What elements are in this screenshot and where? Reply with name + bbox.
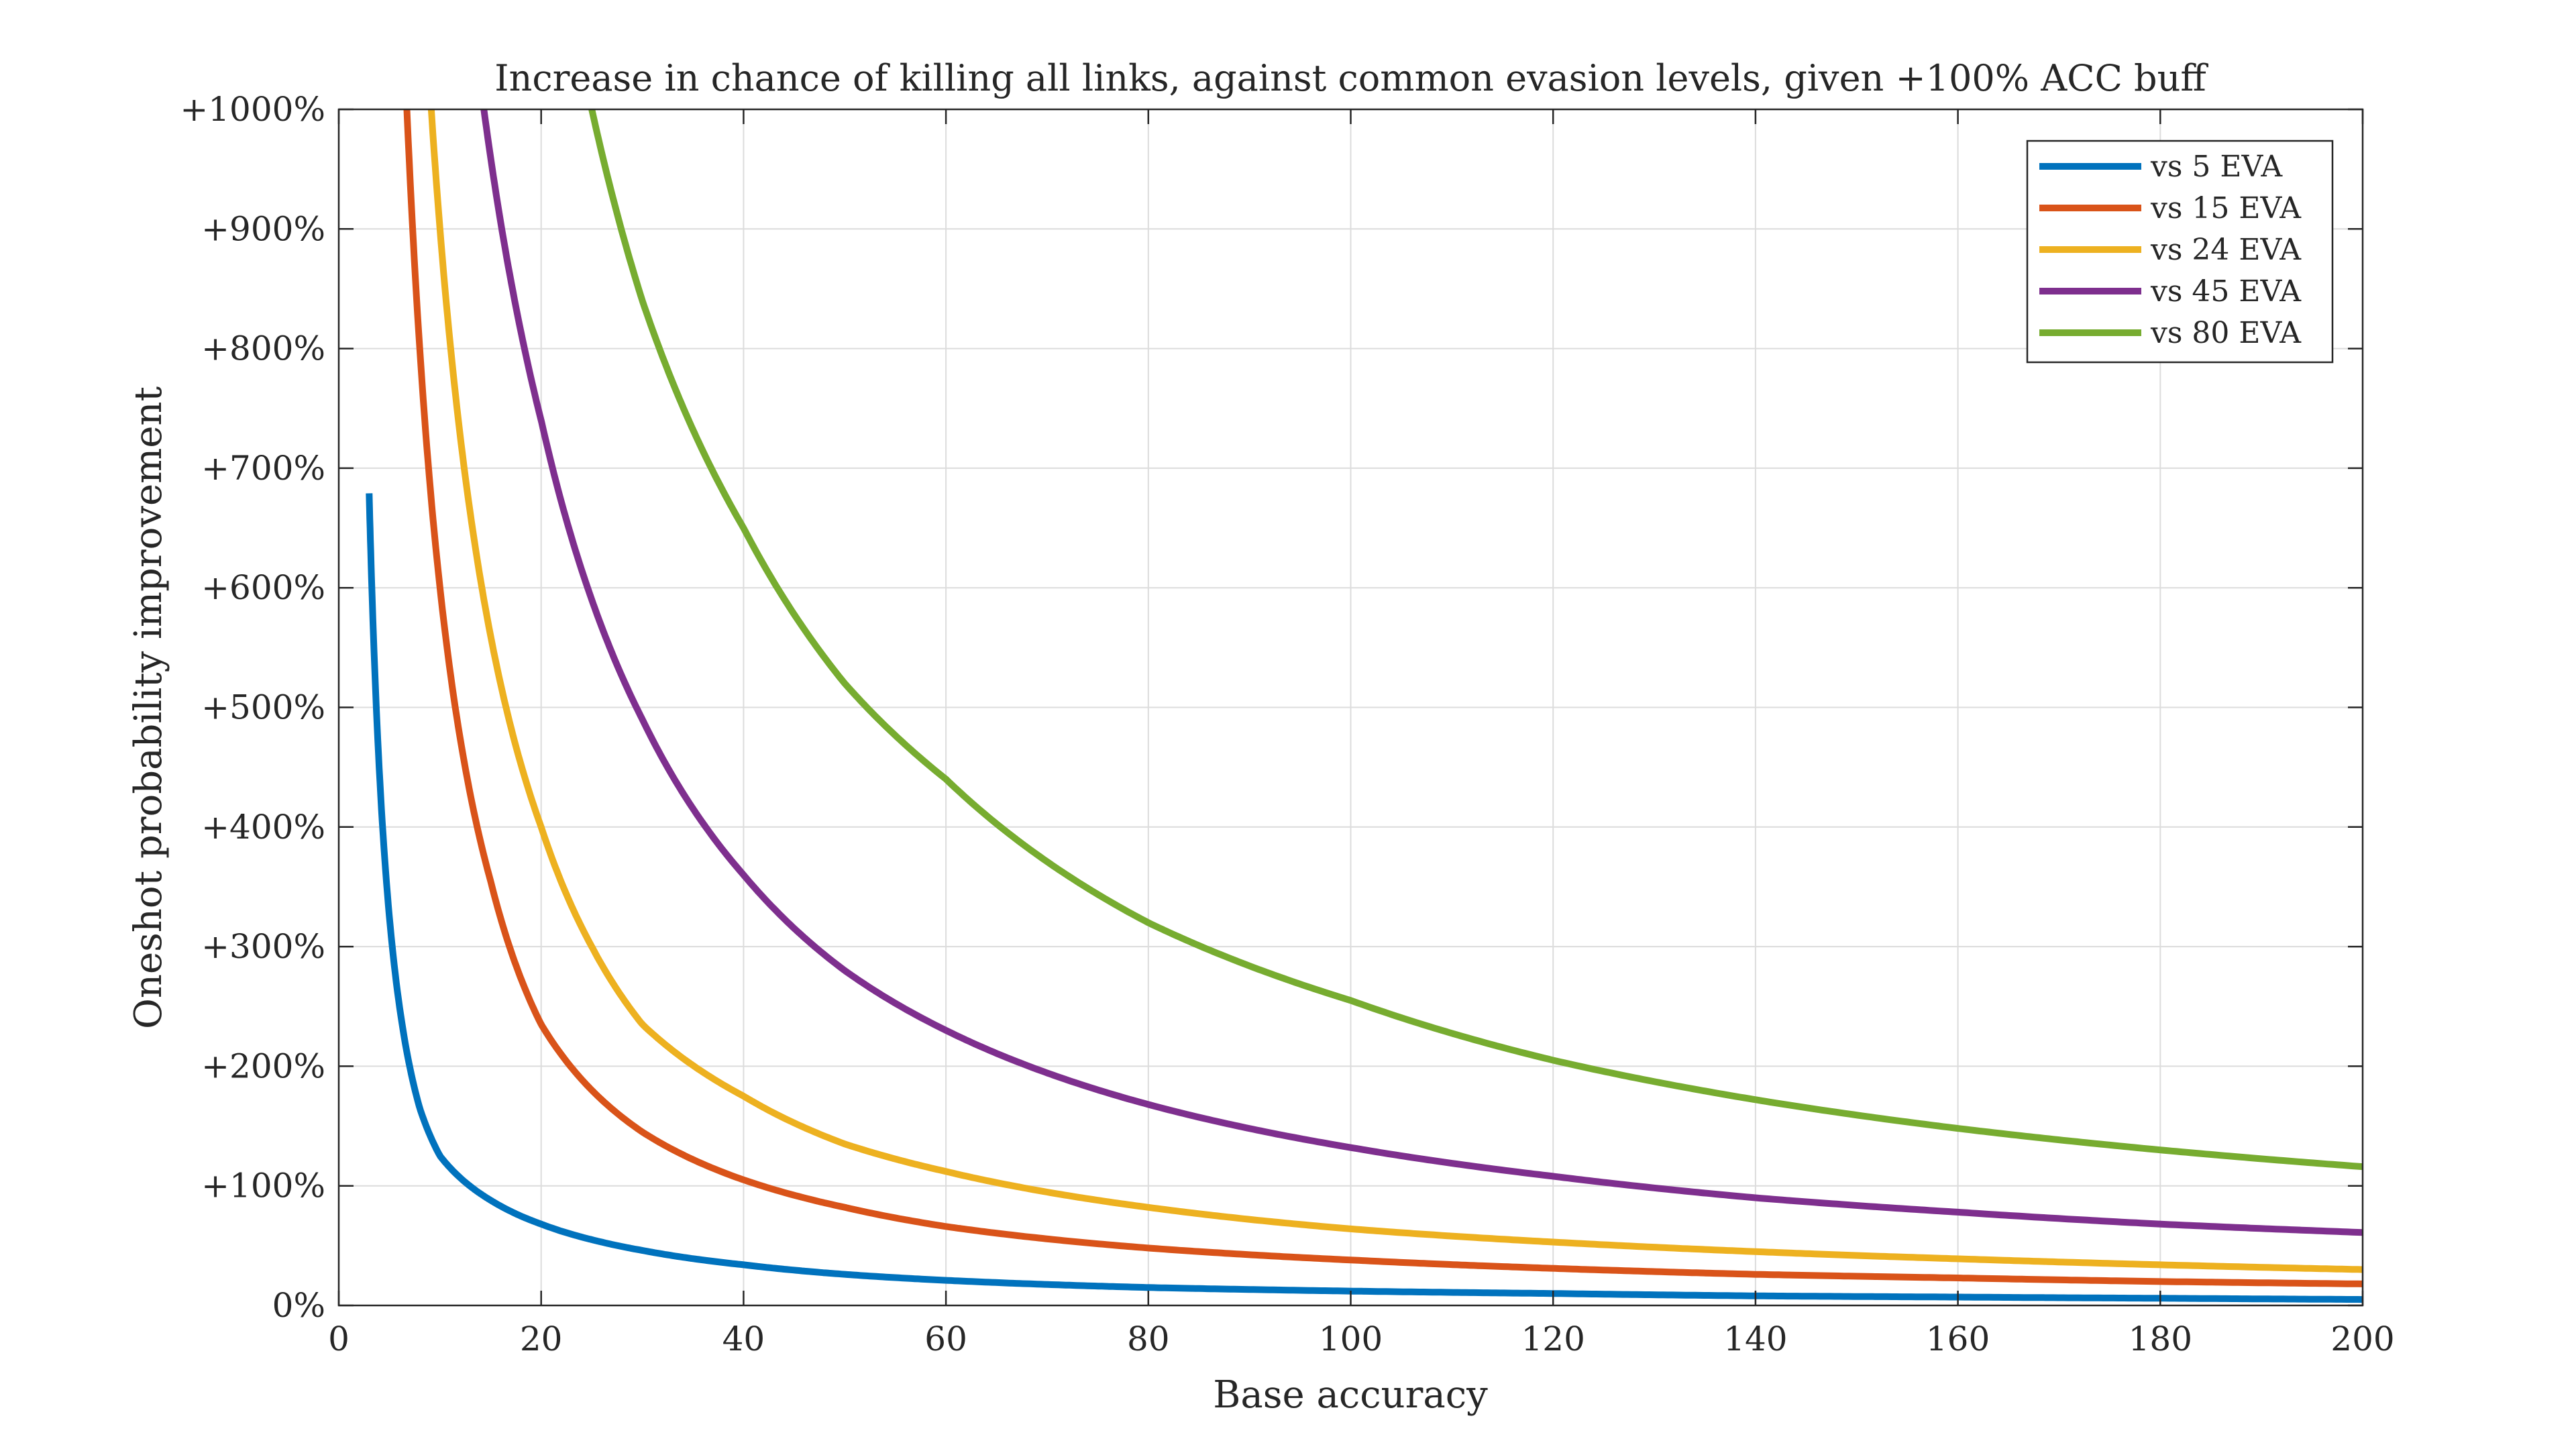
series-lines [366,109,2363,1303]
grid [339,109,2363,1305]
x-tick-label: 160 [1926,1320,1990,1358]
x-tick-label: 40 [722,1320,765,1358]
x-tick-label: 60 [924,1320,967,1358]
x-axis-label: Base accuracy [1213,1373,1488,1417]
y-tick-label: +600% [201,568,325,607]
y-axis-label: Oneshot probability improvement [127,386,170,1029]
y-tick-label: +800% [201,329,325,368]
series-line-3 [427,109,2363,1273]
x-tick-label: 100 [1319,1320,1383,1358]
legend: vs 5 EVA vs 15 EVA vs 24 EVA vs 45 EVA vs 80… [2026,140,2334,364]
y-tick-label: +500% [201,688,325,727]
y-tick-label: +400% [201,808,325,847]
y-tick-label: +1000% [180,90,325,129]
series-line-5 [588,109,2363,1171]
x-tick-label: 140 [1723,1320,1787,1358]
y-tick-label: +200% [201,1046,325,1085]
chart-title: Increase in chance of killing all links,… [494,57,2208,99]
x-tick-label: 120 [1521,1320,1585,1358]
y-tick-label: +300% [201,927,325,966]
x-tick-label: 80 [1127,1320,1170,1358]
legend-entry-label: vs 15 EVA [2150,191,2302,225]
series-line-4 [480,109,2363,1236]
axis-ticks: 0 20 40 60 80 100 120 140 160 180 200 0% +100% +200% +… [180,90,2394,1358]
legend-entry-label: vs 5 EVA [2150,150,2283,184]
y-tick-label: +700% [201,449,325,488]
x-tick-label: 20 [520,1320,563,1358]
legend-entry-label: vs 45 EVA [2150,274,2302,309]
x-tick-label: 0 [328,1320,350,1358]
y-tick-label: +900% [201,209,325,248]
x-tick-label: 200 [2330,1320,2394,1358]
legend-entry-label: vs 24 EVA [2150,233,2302,267]
y-tick-label: +100% [201,1167,325,1205]
series-line-1 [366,492,2363,1303]
legend-entry-label: vs 80 EVA [2150,316,2302,350]
series-line-2 [403,109,2363,1287]
x-tick-label: 180 [2129,1320,2192,1358]
y-tick-label: 0% [272,1286,325,1325]
